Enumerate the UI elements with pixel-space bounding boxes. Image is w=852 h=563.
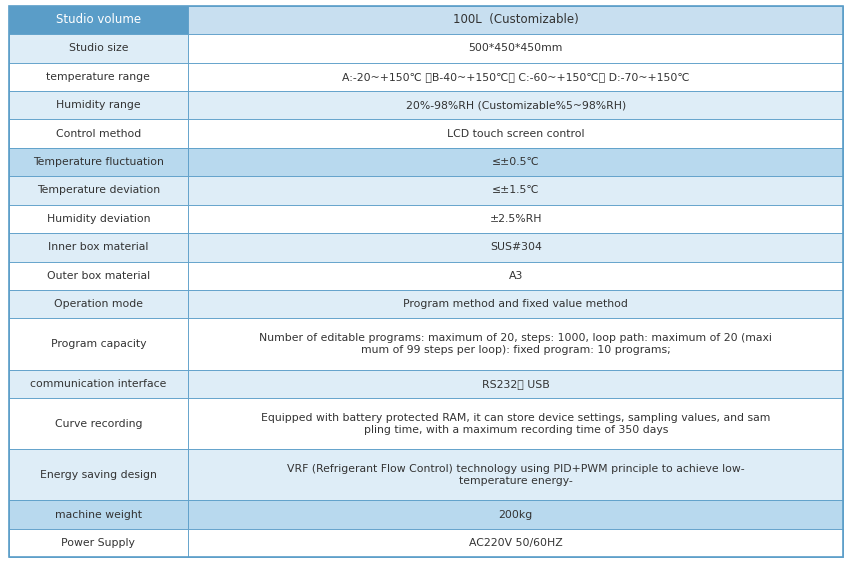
- Bar: [188, 449, 843, 501]
- Text: A3: A3: [509, 271, 523, 281]
- Bar: [9, 205, 188, 233]
- Bar: [9, 148, 188, 176]
- Text: Curve recording: Curve recording: [55, 419, 142, 428]
- Text: ≤±1.5℃: ≤±1.5℃: [492, 185, 539, 195]
- Bar: [188, 262, 843, 290]
- Bar: [9, 176, 188, 205]
- Text: machine weight: machine weight: [55, 510, 141, 520]
- Bar: [9, 319, 188, 370]
- Bar: [9, 290, 188, 319]
- Text: Power Supply: Power Supply: [61, 538, 135, 548]
- Text: Control method: Control method: [55, 128, 141, 138]
- Text: Program capacity: Program capacity: [50, 339, 146, 349]
- Text: Program method and fixed value method: Program method and fixed value method: [403, 300, 628, 309]
- Bar: [188, 370, 843, 398]
- Bar: [188, 501, 843, 529]
- Text: 20%-98%RH (Customizable%5~98%RH): 20%-98%RH (Customizable%5~98%RH): [406, 100, 626, 110]
- Bar: [9, 398, 188, 449]
- Bar: [188, 91, 843, 119]
- Text: 100L  (Customizable): 100L (Customizable): [453, 14, 579, 26]
- Text: Inner box material: Inner box material: [48, 243, 148, 252]
- Bar: [9, 262, 188, 290]
- Bar: [188, 205, 843, 233]
- Bar: [188, 34, 843, 62]
- Text: VRF (Refrigerant Flow Control) technology using PID+PWM principle to achieve low: VRF (Refrigerant Flow Control) technolog…: [287, 464, 745, 486]
- Text: Temperature deviation: Temperature deviation: [37, 185, 160, 195]
- Bar: [188, 148, 843, 176]
- Bar: [9, 91, 188, 119]
- Text: Humidity deviation: Humidity deviation: [47, 214, 150, 224]
- Text: AC220V 50/60HZ: AC220V 50/60HZ: [469, 538, 562, 548]
- Bar: [9, 501, 188, 529]
- Bar: [9, 233, 188, 262]
- Text: Equipped with battery protected RAM, it can store device settings, sampling valu: Equipped with battery protected RAM, it …: [261, 413, 770, 435]
- Bar: [188, 290, 843, 319]
- Bar: [9, 370, 188, 398]
- Text: Humidity range: Humidity range: [56, 100, 141, 110]
- Bar: [9, 6, 188, 34]
- Text: ±2.5%RH: ±2.5%RH: [490, 214, 542, 224]
- Text: Studio size: Studio size: [68, 43, 128, 53]
- Bar: [188, 233, 843, 262]
- Bar: [9, 529, 188, 557]
- Bar: [9, 34, 188, 62]
- Text: SUS#304: SUS#304: [490, 243, 542, 252]
- Text: Temperature fluctuation: Temperature fluctuation: [33, 157, 164, 167]
- Bar: [188, 398, 843, 449]
- Bar: [188, 119, 843, 148]
- Bar: [9, 62, 188, 91]
- Bar: [9, 449, 188, 501]
- Text: Energy saving design: Energy saving design: [40, 470, 157, 480]
- Text: Operation mode: Operation mode: [54, 300, 143, 309]
- Bar: [188, 319, 843, 370]
- Text: Number of editable programs: maximum of 20, steps: 1000, loop path: maximum of 2: Number of editable programs: maximum of …: [259, 333, 772, 355]
- Bar: [188, 6, 843, 34]
- Text: ≤±0.5℃: ≤±0.5℃: [492, 157, 539, 167]
- Bar: [9, 119, 188, 148]
- Text: Studio volume: Studio volume: [55, 14, 141, 26]
- Text: RS232、 USB: RS232、 USB: [482, 379, 550, 389]
- Text: 500*450*450mm: 500*450*450mm: [469, 43, 563, 53]
- Text: 200kg: 200kg: [498, 510, 532, 520]
- Bar: [188, 62, 843, 91]
- Text: Outer box material: Outer box material: [47, 271, 150, 281]
- Text: communication interface: communication interface: [30, 379, 166, 389]
- Bar: [188, 176, 843, 205]
- Text: temperature range: temperature range: [46, 72, 150, 82]
- Bar: [188, 529, 843, 557]
- Text: LCD touch screen control: LCD touch screen control: [447, 128, 584, 138]
- Text: A:-20~+150℃ 、B-40~+150℃、 C:-60~+150℃、 D:-70~+150℃: A:-20~+150℃ 、B-40~+150℃、 C:-60~+150℃、 D:…: [342, 72, 689, 82]
